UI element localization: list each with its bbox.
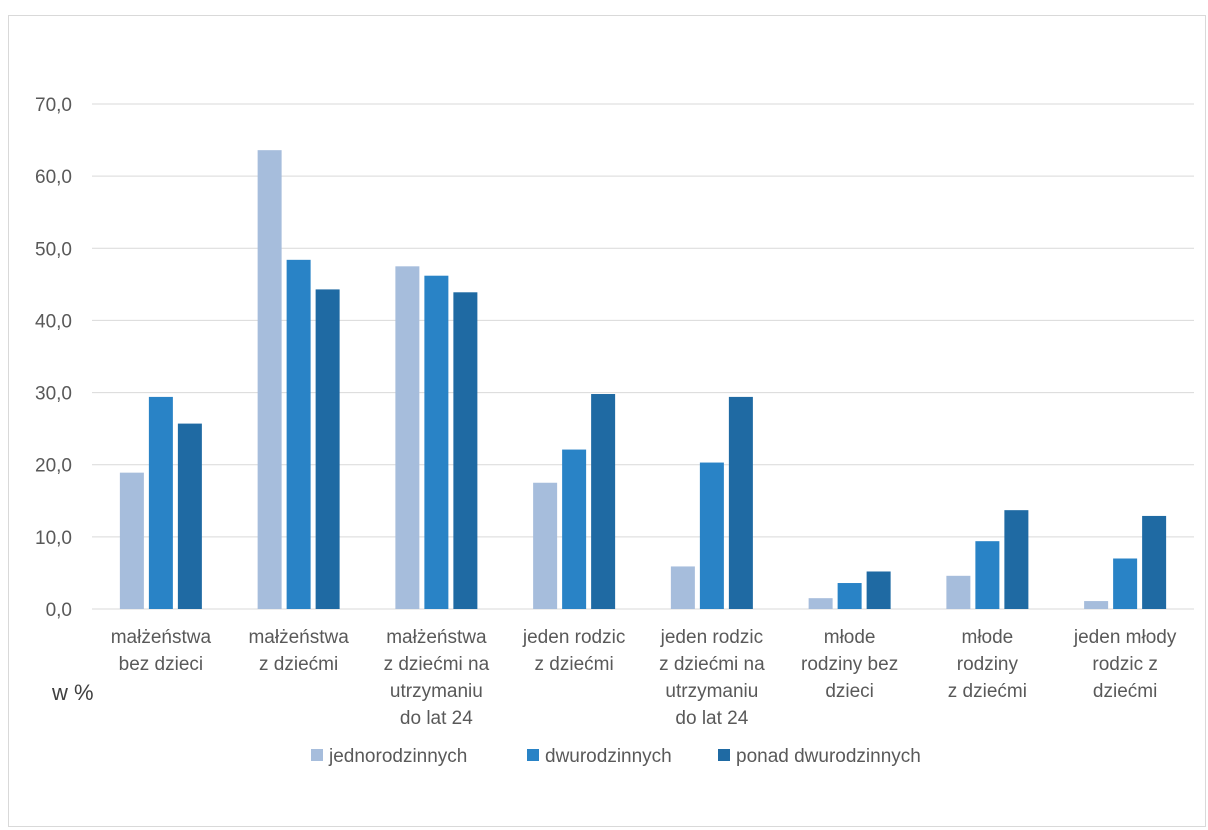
x-tick-label: młode <box>824 627 876 648</box>
legend-swatch <box>718 749 730 761</box>
bar <box>315 289 340 609</box>
y-tick-label: 40,0 <box>35 311 72 332</box>
x-tick-label: z dziećmi <box>535 654 614 675</box>
category-labels: małżeństwa bez dzieci małżeństwa z dziećmi m… <box>111 627 1177 729</box>
bar <box>1113 558 1138 609</box>
y-tick-label: 70,0 <box>35 95 72 116</box>
x-tick-label: małżeństwa <box>248 627 349 648</box>
x-tick-label: z dziećmi na <box>384 654 490 675</box>
legend: jednorodzinnych dwurodzinnych ponad dwurod… <box>311 746 921 767</box>
bar <box>946 575 971 609</box>
unit-label: w % <box>51 680 94 705</box>
x-tick-label: rodzic z <box>1092 654 1157 675</box>
y-tick-label: 20,0 <box>35 456 72 477</box>
x-tick-label: utrzymaniu <box>665 681 758 702</box>
bar <box>119 472 144 609</box>
bar <box>837 583 862 609</box>
x-tick-label: do lat 24 <box>675 708 748 729</box>
x-tick-label: dziećmi <box>1093 681 1157 702</box>
x-tick-label: rodziny <box>957 654 1019 675</box>
bar <box>148 396 173 609</box>
bar <box>395 266 420 609</box>
y-tick-label: 50,0 <box>35 239 72 260</box>
legend-label: jednorodzinnych <box>328 746 467 767</box>
y-tick-label: 60,0 <box>35 167 72 188</box>
x-tick-label: z dziećmi <box>259 654 338 675</box>
bar <box>453 292 478 609</box>
bar <box>728 396 753 609</box>
x-tick-label: z dziećmi na <box>659 654 765 675</box>
bar <box>699 462 724 609</box>
x-tick-label: rodziny bez <box>801 654 898 675</box>
x-tick-label: małżeństwa <box>386 627 487 648</box>
x-tick-label: jeden rodzic <box>660 627 763 648</box>
bar <box>177 423 202 609</box>
y-tick-label: 10,0 <box>35 528 72 549</box>
bar <box>562 449 587 609</box>
legend-swatch <box>527 749 539 761</box>
x-tick-label: małżeństwa <box>111 627 212 648</box>
bar <box>866 571 891 609</box>
legend-label: dwurodzinnych <box>545 746 672 767</box>
x-tick-label: dzieci <box>825 681 874 702</box>
bars <box>119 150 1167 609</box>
x-tick-label: utrzymaniu <box>390 681 483 702</box>
x-tick-label: bez dzieci <box>119 654 204 675</box>
bar <box>1084 601 1109 609</box>
bar <box>975 541 1000 609</box>
y-tick-label: 30,0 <box>35 384 72 405</box>
bar <box>424 275 449 609</box>
x-tick-label: do lat 24 <box>400 708 473 729</box>
bar <box>591 394 616 609</box>
x-tick-label: jeden rodzic <box>522 627 625 648</box>
bar <box>1004 510 1029 609</box>
y-axis-ticks: 0,0 10,0 20,0 30,0 40,0 50,0 60,0 70,0 <box>35 95 72 621</box>
gridlines <box>92 103 1194 610</box>
legend-swatch <box>311 749 323 761</box>
y-tick-label: 0,0 <box>46 600 72 621</box>
bar <box>1142 515 1167 609</box>
bar <box>533 482 558 609</box>
bar <box>670 566 695 609</box>
x-tick-label: jeden młody <box>1073 627 1177 648</box>
x-tick-label: z dziećmi <box>948 681 1027 702</box>
legend-label: ponad dwurodzinnych <box>736 746 921 767</box>
bar <box>286 259 311 609</box>
bar <box>257 150 282 609</box>
x-tick-label: młode <box>962 627 1014 648</box>
bar <box>808 598 833 609</box>
